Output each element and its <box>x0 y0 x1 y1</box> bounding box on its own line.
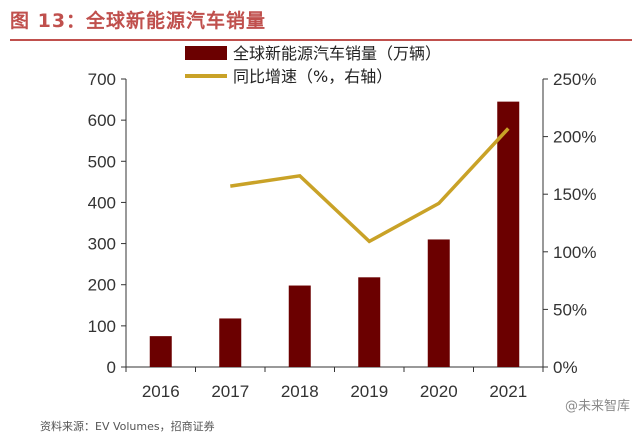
source-note: 资料来源：EV Volumes，招商证券 <box>40 420 215 433</box>
sales-bar <box>219 318 242 367</box>
sales-bar <box>497 101 520 367</box>
left-tick-label: 200 <box>88 276 116 295</box>
sales-bar <box>358 277 381 367</box>
bar-series <box>149 101 520 367</box>
legend-bar-label: 全球新能源汽车销量（万辆） <box>233 44 441 63</box>
left-tick-label: 600 <box>88 111 116 130</box>
sales-bar <box>427 239 450 367</box>
left-tick-label: 500 <box>88 152 116 171</box>
x-tick-label: 2019 <box>350 382 388 401</box>
right-tick-label: 250% <box>553 70 596 89</box>
x-tick-label: 2021 <box>489 382 527 401</box>
growth-line <box>230 127 510 244</box>
sales-bar <box>149 336 172 367</box>
right-tick-label: 150% <box>553 185 596 204</box>
x-tick-label: 2016 <box>142 382 180 401</box>
title-underline <box>10 39 632 41</box>
right-tick-label: 100% <box>553 243 596 262</box>
legend-line-label: 同比增速（%，右轴） <box>233 67 392 86</box>
x-tick-label: 2018 <box>281 382 319 401</box>
line-series <box>230 127 510 244</box>
x-tick-label: 2020 <box>420 382 458 401</box>
right-tick-label: 0% <box>553 358 578 377</box>
sales-bar <box>288 285 311 367</box>
chart-legend: 全球新能源汽车销量（万辆） 同比增速（%，右轴） <box>185 44 441 86</box>
legend-bar-swatch <box>185 46 227 60</box>
left-tick-label: 0 <box>107 358 116 377</box>
left-tick-label: 700 <box>88 70 116 89</box>
chart-title: 图 13：全球新能源汽车销量 <box>10 10 267 32</box>
left-tick-label: 400 <box>88 193 116 212</box>
left-tick-label: 300 <box>88 235 116 254</box>
left-tick-label: 100 <box>88 317 116 336</box>
chart-axes: 0 100 200 300 400 500 600 700 0% 50% 100% 150% 200% 2… <box>88 70 597 401</box>
watermark-text: @未来智库 <box>564 399 630 414</box>
x-tick-label: 2017 <box>211 382 249 401</box>
right-tick-label: 200% <box>553 128 596 147</box>
right-tick-label: 50% <box>553 300 587 319</box>
